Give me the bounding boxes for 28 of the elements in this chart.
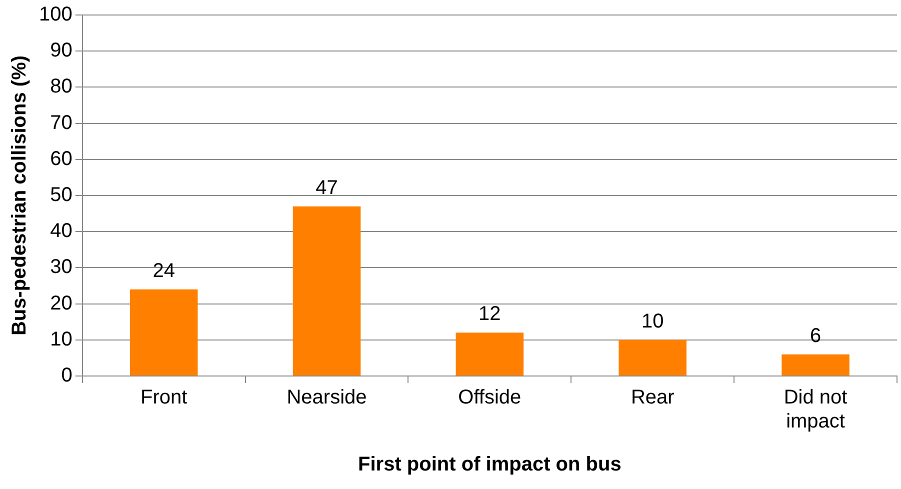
y-tick-label: 30	[50, 256, 72, 278]
x-tick-label: Did not impact	[784, 386, 848, 433]
x-tick-label: Offside	[458, 386, 522, 409]
data-label: 12	[478, 303, 501, 326]
bar	[782, 354, 850, 376]
y-tick-label: 40	[50, 220, 72, 242]
bar	[292, 206, 361, 376]
y-tick-label: 90	[50, 40, 72, 62]
data-label: 47	[316, 176, 338, 199]
y-tick-label: 50	[50, 184, 72, 206]
x-tick-label: Front	[140, 386, 188, 409]
x-axis-title: First point of impact on bus	[358, 454, 622, 476]
y-tick-label: 100	[38, 4, 72, 26]
y-tick-label: 60	[50, 148, 72, 170]
data-label: 6	[810, 324, 822, 347]
x-tick-label: Nearside	[286, 386, 367, 409]
bar	[130, 289, 198, 376]
data-label: 24	[152, 260, 175, 282]
y-tick-label: 0	[61, 364, 72, 387]
x-tick-label: Rear	[630, 386, 675, 409]
bar	[456, 332, 524, 376]
y-tick-label: 20	[50, 292, 72, 314]
y-tick-label: 10	[50, 328, 72, 350]
y-tick-label: 70	[50, 112, 72, 134]
y-tick-label: 80	[50, 76, 72, 98]
data-label: 10	[641, 310, 664, 332]
bar	[618, 340, 686, 376]
y-axis-title: Bus-pedestrian collisions (%)	[8, 55, 31, 336]
